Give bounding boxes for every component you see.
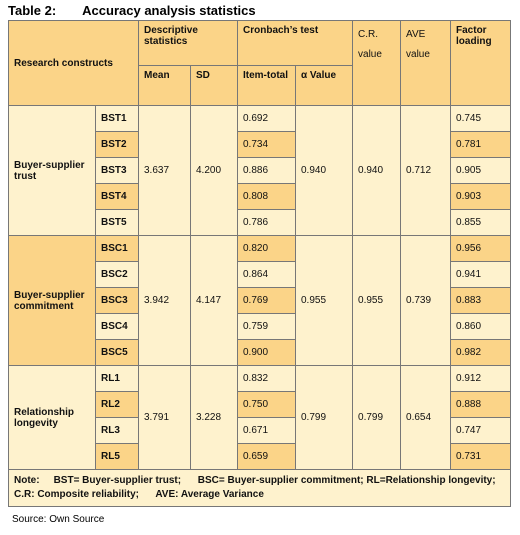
item-total-cell: 0.886 [237,157,296,184]
item-total-cell: 0.671 [237,417,296,444]
body-row: BST4 0.808 0.903 [9,183,512,210]
ave-cell: 0.739 [400,235,452,366]
item-total-cell: 0.820 [237,235,296,262]
loading-cell: 0.860 [450,313,512,340]
header-cell: Descriptive statistics [138,20,238,66]
alpha-cell: 0.940 [294,105,354,236]
construct-cell: Buyer-supplier trust [8,105,96,236]
body-row: Buyer-supplier trust BST1 3.637 4.200 0.692 0… [8,105,512,236]
table-body: Research constructs Descriptive statisti… [7,20,512,507]
item-total-cell: 0.900 [237,339,296,366]
item-total-cell: 0.864 [237,261,296,288]
body-row: Relationship longevity RL1 3.791 3.228 0.832… [8,365,512,470]
loading-cell: 0.888 [450,391,512,418]
item-total-cell: 0.832 [237,365,296,392]
table-title: Table 2: Accuracy analysis statistics [8,3,256,18]
code-cell: BST2 [95,131,139,158]
body-row: RL2 0.750 0.888 [9,391,512,418]
construct-cell: Relationship longevity [8,365,96,470]
code-cell: BST1 [95,105,139,132]
cr-cell: 0.799 [352,365,402,470]
code-cell: RL3 [95,417,139,444]
code-cell: BSC1 [95,235,139,262]
mean-cell: 3.791 [138,365,191,470]
loading-cell: 0.855 [450,209,512,236]
alpha-cell: 0.799 [294,365,354,470]
construct-cell: Buyer-supplier commitment [8,235,96,366]
header-row: Mean SD Item-total α Value [9,65,511,106]
loading-cell: 0.941 [450,261,512,288]
code-cell: BST5 [95,209,139,236]
note-text: BST= Buyer-supplier trust; BSC= Buyer-su… [14,475,502,500]
item-total-cell: 0.734 [237,131,296,158]
loading-cell: 0.745 [450,105,512,132]
cr-cell: 0.955 [352,235,402,366]
item-total-cell: 0.808 [237,183,296,210]
code-cell: RL5 [95,443,139,470]
header-cell: SD [190,65,238,106]
loading-cell: 0.912 [450,365,512,392]
code-cell: BST4 [95,183,139,210]
code-cell: BST3 [95,157,139,184]
header-cell: Item-total [237,65,296,106]
note-cell: Note: BST= Buyer-supplier trust; BSC= Buy… [7,469,512,507]
loading-cell: 0.982 [450,339,512,366]
loading-cell: 0.903 [450,183,512,210]
code-cell: BSC4 [95,313,139,340]
note-label: Note: [14,475,40,486]
alpha-cell: 0.955 [294,235,354,366]
item-total-cell: 0.750 [237,391,296,418]
sd-cell: 4.200 [190,105,238,236]
loading-cell: 0.747 [450,417,512,444]
body-row: BSC3 0.769 0.883 [9,287,512,314]
sd-cell: 4.147 [190,235,238,366]
cr-cell: 0.940 [352,105,402,236]
item-total-cell: 0.769 [237,287,296,314]
header-cell: Factor loading [450,20,512,106]
mean-cell: 3.637 [138,105,191,236]
sd-cell: 3.228 [190,365,238,470]
body-row: BST3 0.886 0.905 [9,157,512,184]
item-total-cell: 0.759 [237,313,296,340]
code-cell: RL2 [95,391,139,418]
code-cell: BSC5 [95,339,139,366]
body-row: BSC2 0.864 0.941 [9,261,512,288]
note-row: Note: BST= Buyer-supplier trust; BSC= Buy… [7,469,512,507]
item-total-cell: 0.786 [237,209,296,236]
title-text: Accuracy analysis statistics [82,3,256,18]
code-cell: RL1 [95,365,139,392]
body-row: BST2 0.734 0.781 [9,131,512,158]
header-cell: Research constructs [8,20,139,106]
title-label: Table 2: [8,3,57,18]
header-cell: α Value [294,65,354,106]
header-cell: Cronbach’s test [236,20,354,66]
loading-cell: 0.781 [450,131,512,158]
header-row: Research constructs Descriptive statisti… [8,20,512,106]
loading-cell: 0.956 [450,235,512,262]
code-cell: BSC2 [95,261,139,288]
source: Source: Own Source [12,514,105,525]
loading-cell: 0.731 [450,443,512,470]
item-total-cell: 0.692 [237,105,296,132]
ave-cell: 0.654 [400,365,452,470]
header-cell: AVE value [400,20,452,106]
loading-cell: 0.905 [450,157,512,184]
code-cell: BSC3 [95,287,139,314]
header-cell: Mean [138,65,191,106]
body-row: RL3 0.671 0.747 [9,417,512,444]
body-row: Buyer-supplier commitment BSC1 3.942 4.147 0… [8,235,512,366]
ave-cell: 0.712 [400,105,452,236]
loading-cell: 0.883 [450,287,512,314]
body-row: BSC4 0.759 0.860 [9,313,512,340]
table: Research constructs Descriptive statisti… [7,20,512,507]
header-cell: C.R. value [352,20,402,106]
body-row: BSC5 0.900 0.982 [9,339,512,366]
item-total-cell: 0.659 [237,443,296,470]
mean-cell: 3.942 [138,235,191,366]
body-row: BST5 0.786 0.855 [9,209,512,236]
